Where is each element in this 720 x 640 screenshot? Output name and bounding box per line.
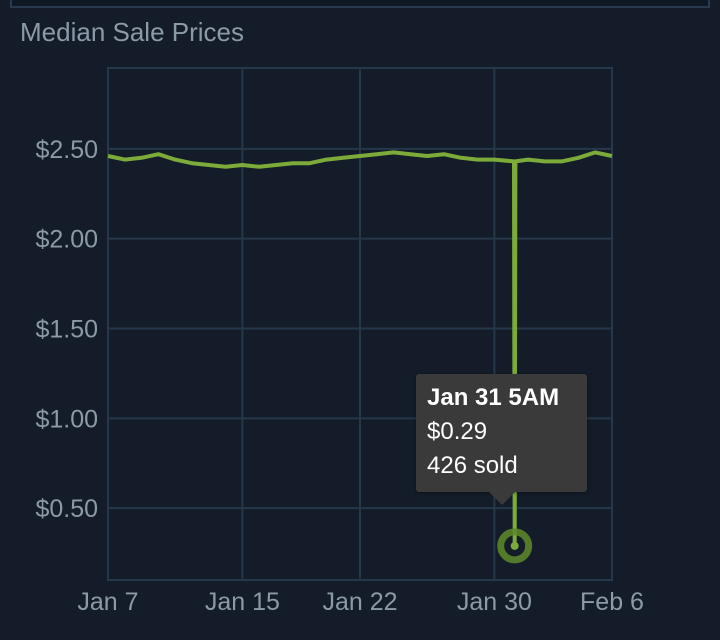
y-tick-label: $2.50 [35, 136, 98, 164]
x-tick-label: Jan 15 [205, 588, 280, 616]
tooltip-price: $0.29 [427, 418, 488, 445]
hover-marker [497, 528, 533, 564]
x-tick-label: Jan 7 [77, 588, 138, 616]
chart-title: Median Sale Prices [20, 17, 244, 47]
x-axis-tick-labels: Jan 7 Jan 15 Jan 22 Jan 30 Feb 6 [77, 588, 644, 616]
x-tick-label: Jan 30 [457, 588, 532, 616]
tooltip-arrow [488, 491, 516, 505]
hover-marker-point[interactable] [510, 541, 519, 550]
tooltip-date: Jan 31 5AM [427, 384, 560, 411]
price-tooltip: Jan 31 5AM $0.29 426 sold [416, 374, 587, 492]
x-tick-label: Feb 6 [580, 588, 644, 616]
y-tick-label: $0.50 [35, 495, 98, 523]
hover-marker-ring [497, 528, 533, 564]
y-tick-label: $1.50 [35, 315, 98, 343]
tooltip-sold-count: 426 sold [427, 452, 518, 479]
y-tick-label: $2.00 [35, 226, 98, 254]
y-tick-label: $1.00 [35, 405, 98, 433]
y-axis-tick-labels: $0.50 $1.00 $1.50 $2.00 $2.50 [35, 136, 98, 523]
price-series [107, 150, 613, 548]
x-tick-label: Jan 22 [322, 588, 397, 616]
price-series-line[interactable] [107, 150, 613, 548]
grid-lines [107, 67, 613, 581]
panel-top-border [10, 0, 710, 8]
